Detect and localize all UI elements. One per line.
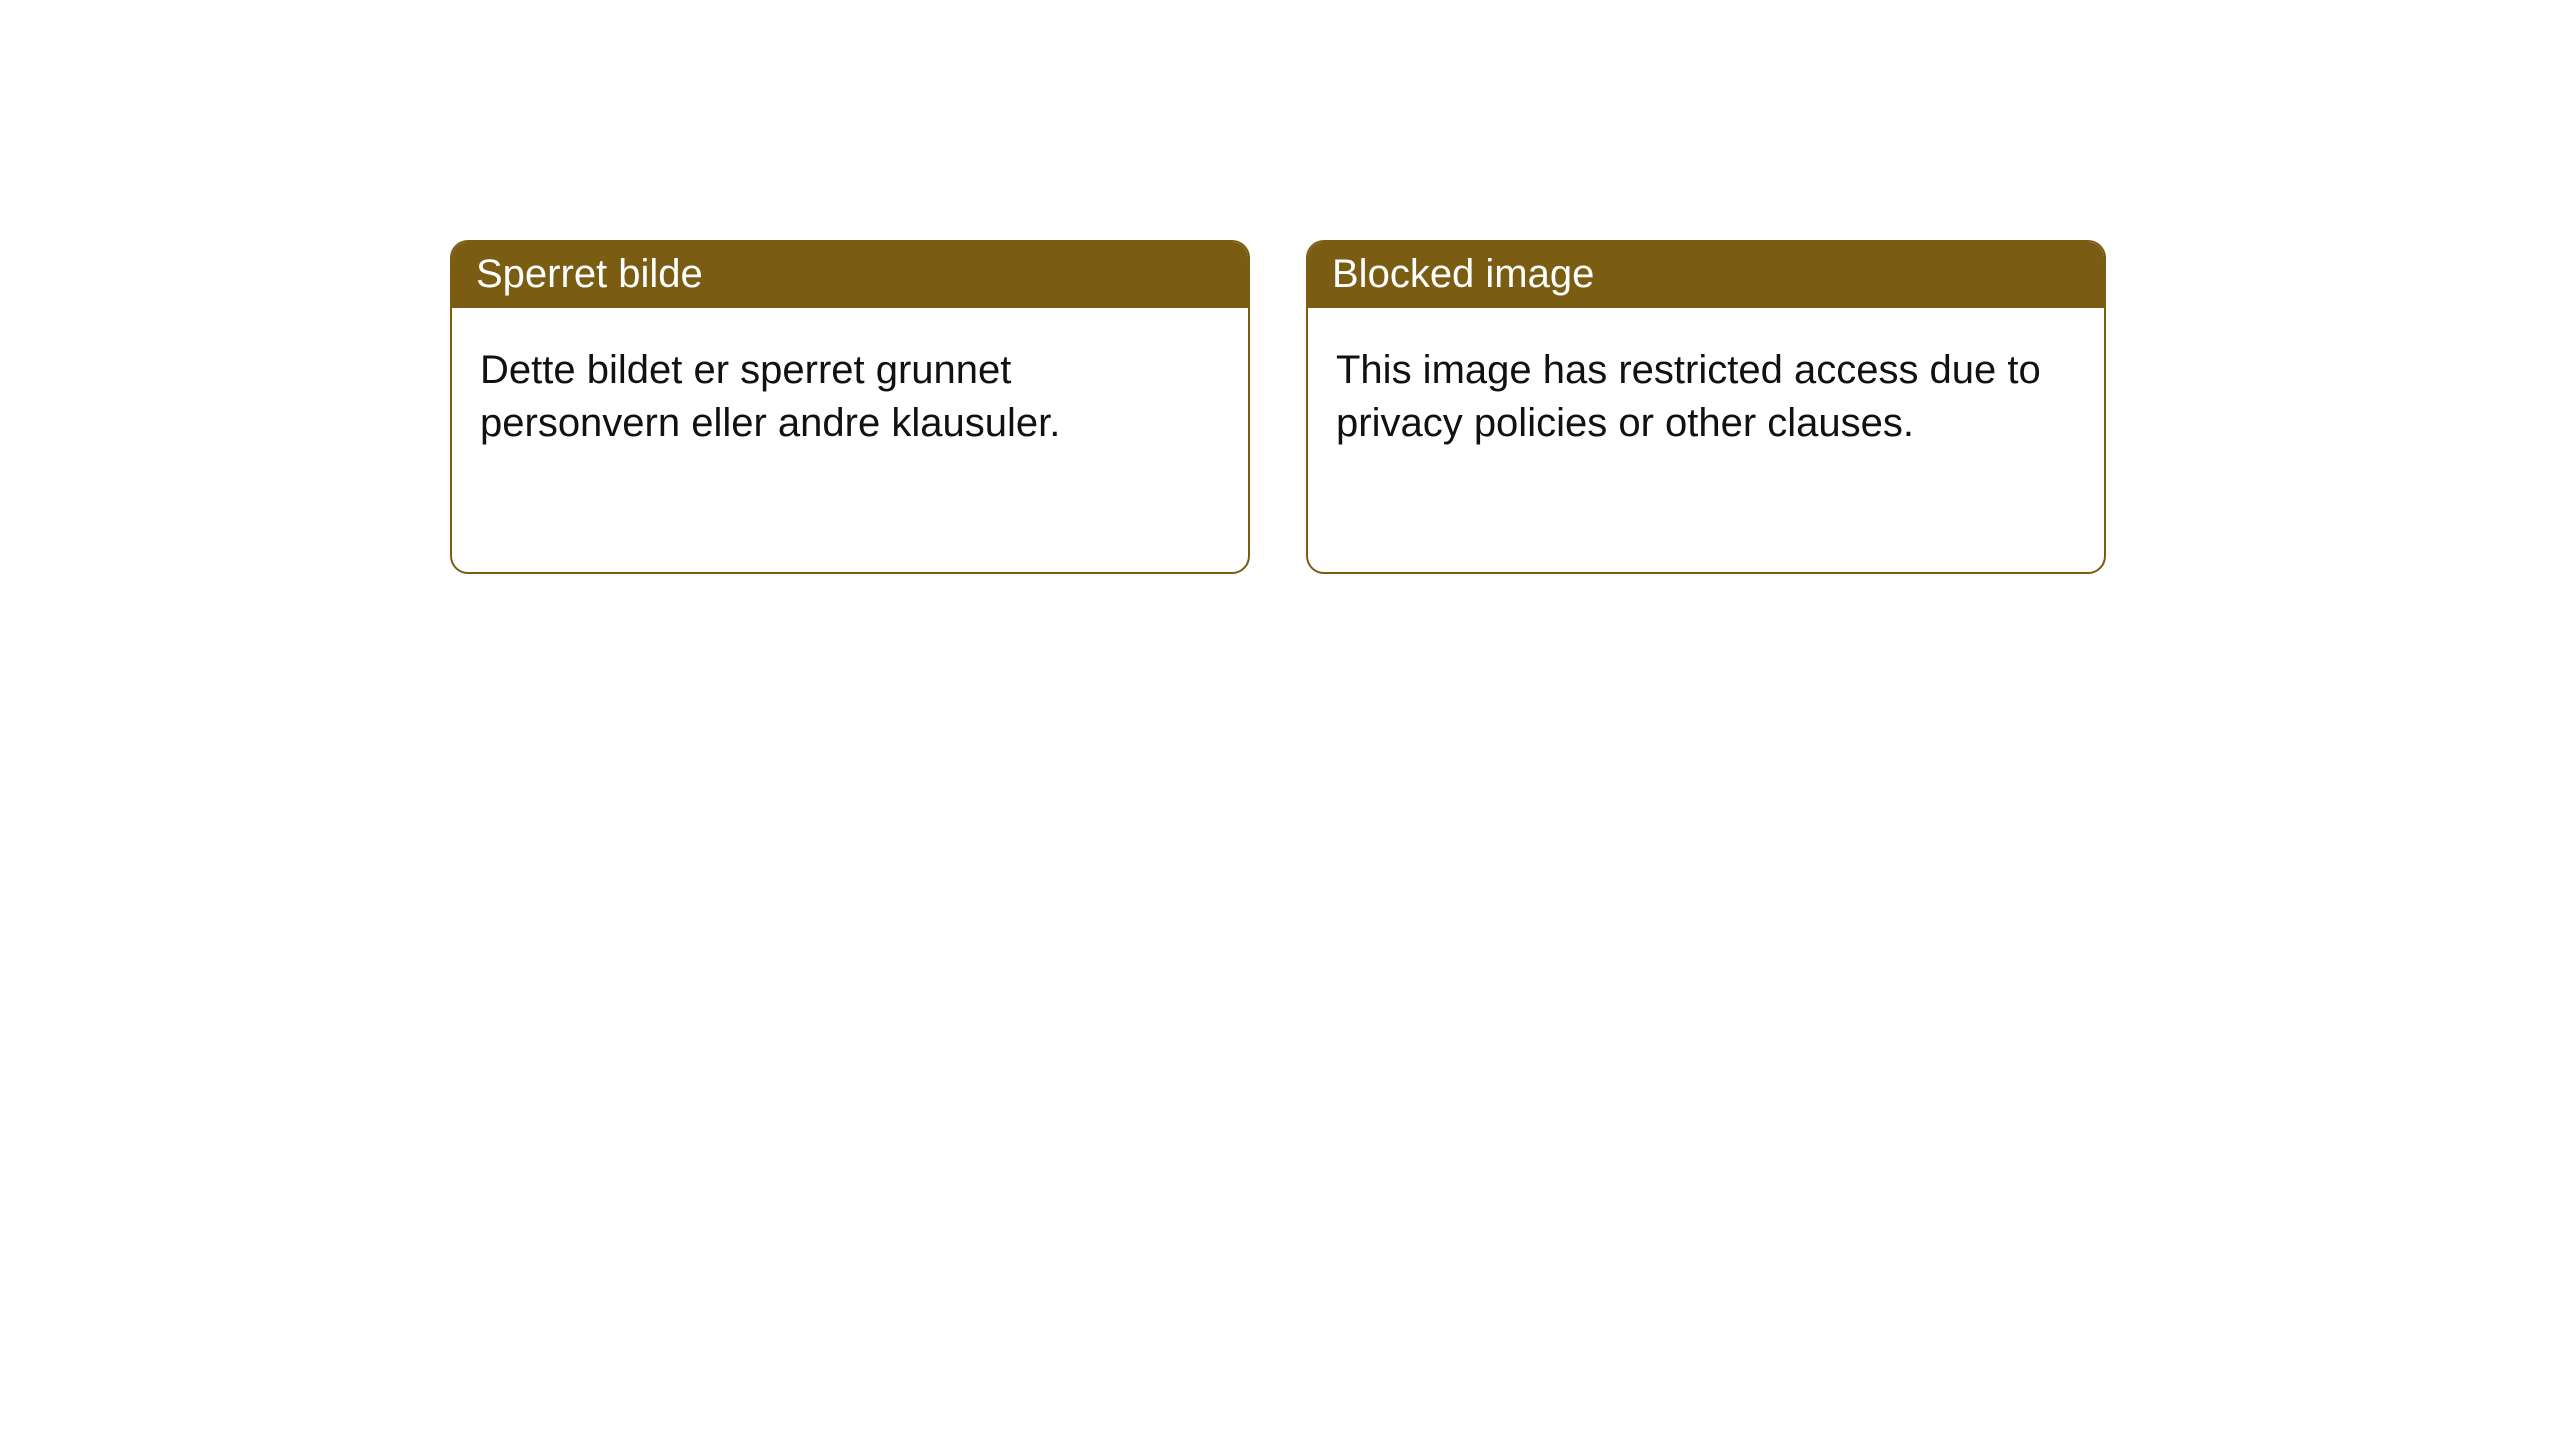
card-title-en: Blocked image xyxy=(1308,242,2104,308)
blocked-image-card-no: Sperret bilde Dette bildet er sperret gr… xyxy=(450,240,1250,574)
blocked-image-card-en: Blocked image This image has restricted … xyxy=(1306,240,2106,574)
card-title-no: Sperret bilde xyxy=(452,242,1248,308)
card-body-en: This image has restricted access due to … xyxy=(1308,308,2104,470)
card-body-no: Dette bildet er sperret grunnet personve… xyxy=(452,308,1248,470)
notice-container: Sperret bilde Dette bildet er sperret gr… xyxy=(0,0,2560,574)
